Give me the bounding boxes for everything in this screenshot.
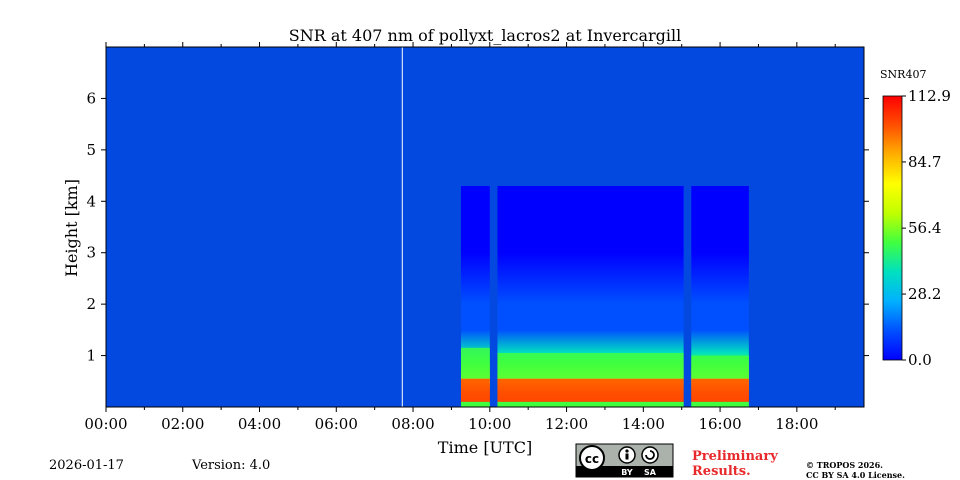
by-text: BY	[621, 468, 633, 477]
x-tick-label: 10:00	[468, 415, 511, 433]
x-tick-label: 14:00	[622, 415, 665, 433]
cc-icon	[579, 445, 605, 471]
x-tick-label: 08:00	[391, 415, 434, 433]
x-tick-label: 16:00	[698, 415, 741, 433]
colorbar-label: SNR407	[880, 68, 926, 81]
x-tick-label: 00:00	[84, 415, 127, 433]
y-tick-label: 6	[86, 89, 96, 107]
preliminary-results-note: Preliminary Results.	[692, 449, 778, 479]
footer-version: Version: 4.0	[192, 458, 271, 473]
chart-title: SNR at 407 nm of pollyxt_lacros2 at Inve…	[289, 26, 682, 45]
copyright-line2: CC BY SA 4.0 License.	[806, 470, 905, 480]
surface-band	[461, 401, 490, 407]
near-surface-band	[461, 378, 490, 402]
cc-license-badge: cc BY SA	[575, 443, 674, 478]
near-surface-band	[497, 378, 684, 402]
y-tick-label: 1	[86, 347, 96, 365]
surface-band	[691, 401, 749, 407]
colorbar-tick-label: 112.9	[908, 87, 951, 105]
colorbar-tick-label: 0.0	[908, 351, 932, 369]
colorbar-tick-label: 56.4	[908, 219, 941, 237]
preliminary-line1: Preliminary	[692, 449, 778, 464]
boundary-layer-band	[497, 353, 684, 379]
y-tick-label: 2	[86, 295, 96, 313]
colorbar-tick-label: 84.7	[908, 153, 941, 171]
colorbar-tick-label: 28.2	[908, 285, 941, 303]
x-tick-label: 12:00	[545, 415, 588, 433]
x-tick-label: 02:00	[161, 415, 204, 433]
x-axis: 00:00 02:00 04:00 06:00 08:00 10:00 12:00 14:00…	[84, 42, 836, 433]
cc-text: cc	[585, 452, 599, 466]
boundary-layer-band	[691, 355, 749, 379]
y-tick-label: 3	[86, 244, 96, 262]
x-tick-label: 06:00	[315, 415, 358, 433]
sa-share-alike-icon	[641, 446, 659, 464]
near-surface-band	[691, 378, 749, 402]
colorbar-ticks: 0.0 28.2 56.4 84.7 112.9	[902, 87, 951, 369]
heatmap-data	[401, 47, 749, 407]
y-axis-label: Height [km]	[62, 179, 81, 277]
surface-band	[497, 401, 684, 407]
colorbar	[882, 95, 903, 361]
plot-frame	[105, 46, 865, 408]
sa-text: SA	[644, 468, 657, 477]
x-tick-label: 18:00	[775, 415, 818, 433]
y-tick-label: 5	[86, 141, 96, 159]
y-axis: 1 2 3 4 5 6	[86, 89, 869, 365]
x-tick-label: 04:00	[238, 415, 281, 433]
y-tick-label: 4	[86, 192, 96, 210]
preliminary-line2: Results.	[692, 464, 751, 479]
copyright-line1: © TROPOS 2026.	[806, 460, 883, 470]
copyright-note: © TROPOS 2026. CC BY SA 4.0 License.	[806, 460, 905, 480]
boundary-layer-band	[461, 347, 490, 379]
footer-date: 2026-01-17	[49, 458, 124, 473]
x-axis-label: Time [UTC]	[438, 438, 532, 457]
